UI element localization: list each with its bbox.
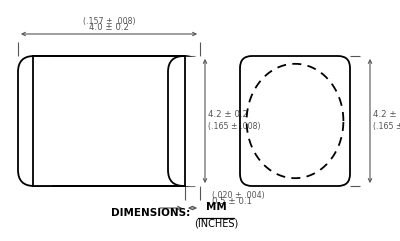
Text: DIMENSIONS:: DIMENSIONS: [111,208,190,218]
Bar [184,57,201,185]
Text: 4.2 ± 0.2: 4.2 ± 0.2 [373,110,400,119]
Text: (.165 ± .008): (.165 ± .008) [208,122,260,131]
Text: 0.5 ± 0.1: 0.5 ± 0.1 [212,197,252,206]
FancyBboxPatch shape [240,56,350,186]
Text: (.165 ± .008): (.165 ± .008) [373,122,400,131]
Text: (.020 ± .004): (.020 ± .004) [212,191,265,200]
Text: (.157 ± .008): (.157 ± .008) [83,17,135,26]
FancyBboxPatch shape [168,56,200,186]
FancyBboxPatch shape [18,56,50,186]
Text: (INCHES): (INCHES) [194,218,238,228]
Text: 4.2 ± 0.2: 4.2 ± 0.2 [208,110,248,119]
Text: MM: MM [206,202,226,212]
Bar [33,56,185,186]
Bar [33,57,51,185]
Text: 4.0 ± 0.2: 4.0 ± 0.2 [89,23,129,32]
